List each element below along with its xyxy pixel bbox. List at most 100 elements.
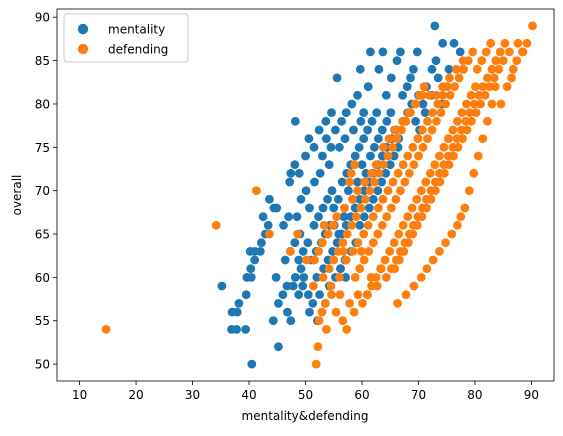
- point-defending-92: [400, 177, 410, 187]
- point-defending-217: [458, 56, 468, 65]
- y-tick-label: 60: [35, 271, 50, 285]
- point-defending-116: [380, 255, 390, 265]
- point-defending-103: [450, 82, 459, 91]
- point-mentality-79: [418, 99, 428, 109]
- point-defending-109: [477, 56, 487, 65]
- point-defending-236: [490, 82, 500, 91]
- point-mentality-167: [309, 142, 319, 152]
- point-mentality-27: [294, 168, 304, 178]
- point-defending-233: [478, 134, 488, 144]
- point-mentality-91: [339, 212, 349, 222]
- point-mentality-56: [318, 151, 327, 161]
- x-tick-label: 80: [467, 388, 482, 402]
- point-mentality-78: [412, 47, 422, 57]
- point-defending-46: [470, 99, 479, 109]
- point-mentality-146: [298, 247, 308, 256]
- point-defending-60: [329, 255, 339, 265]
- point-defending-155: [471, 108, 481, 117]
- point-mentality-189: [303, 290, 313, 300]
- point-defending-121: [403, 212, 413, 222]
- point-defending-120: [398, 220, 408, 230]
- point-mentality-191: [290, 273, 300, 282]
- point-defending-180: [418, 125, 427, 135]
- y-tick-label: 55: [35, 314, 50, 328]
- point-defending-182: [428, 108, 437, 117]
- point-mentality-42: [315, 290, 324, 300]
- point-defending-221: [416, 273, 426, 282]
- point-defending-131: [448, 125, 458, 135]
- point-mentality-168: [314, 125, 324, 135]
- point-defending-231: [469, 168, 479, 178]
- point-defending-170: [368, 212, 378, 222]
- point-defending-179: [413, 134, 423, 144]
- point-mentality-11: [246, 273, 256, 282]
- point-defending-181: [423, 116, 432, 126]
- point-defending-238: [502, 82, 512, 91]
- point-defending-80: [419, 82, 429, 91]
- point-mentality-108: [411, 116, 420, 126]
- point-defending-1: [211, 220, 221, 230]
- point-defending-220: [409, 281, 419, 291]
- point-mentality-185: [336, 264, 345, 274]
- point-defending-67: [361, 194, 370, 204]
- point-defending-172: [378, 194, 388, 204]
- point-defending-101: [441, 99, 450, 109]
- point-defending-63: [342, 229, 352, 239]
- point-defending-104: [454, 73, 464, 83]
- point-defending-88: [382, 212, 392, 222]
- point-defending-108: [472, 64, 482, 74]
- point-mentality-138: [367, 116, 377, 126]
- point-defending-224: [435, 247, 444, 256]
- point-defending-161: [498, 56, 508, 65]
- point-mentality-83: [431, 56, 441, 65]
- point-defending-226: [447, 229, 457, 239]
- point-defending-114: [371, 273, 381, 282]
- point-mentality-72: [381, 90, 391, 100]
- point-mentality-176: [406, 73, 415, 83]
- point-mentality-37: [294, 290, 304, 300]
- point-defending-189: [357, 247, 366, 256]
- point-defending-99: [432, 116, 441, 126]
- point-mentality-172: [340, 134, 350, 144]
- point-defending-135: [466, 90, 476, 100]
- x-axis-label: mentality&defending: [242, 409, 369, 423]
- point-mentality-9: [241, 290, 251, 300]
- point-mentality-64: [347, 99, 357, 109]
- point-defending-62: [338, 238, 348, 248]
- point-defending-96: [418, 142, 428, 152]
- point-defending-176: [398, 160, 408, 170]
- point-mentality-130: [333, 194, 343, 204]
- point-mentality-68: [355, 64, 365, 74]
- point-defending-21: [358, 299, 367, 308]
- point-mentality-144: [327, 186, 337, 196]
- point-mentality-141: [314, 212, 323, 222]
- point-mentality-99: [374, 134, 383, 144]
- point-defending-222: [422, 264, 432, 274]
- point-defending-202: [360, 177, 370, 187]
- point-defending-193: [328, 220, 338, 230]
- point-mentality-54: [310, 177, 319, 187]
- point-mentality-116: [364, 203, 374, 213]
- point-defending-141: [408, 229, 418, 239]
- point-defending-98: [427, 125, 437, 135]
- point-defending-240: [512, 56, 522, 65]
- point-defending-94: [409, 160, 419, 170]
- y-tick-label: 65: [35, 228, 50, 242]
- point-mentality-166: [304, 134, 314, 144]
- point-defending-20: [353, 290, 363, 300]
- point-mentality-22: [272, 203, 282, 213]
- point-mentality-40: [305, 307, 314, 317]
- point-defending-70: [374, 168, 384, 178]
- point-mentality-51: [296, 194, 306, 204]
- point-defending-205: [379, 142, 388, 152]
- point-defending-123: [412, 194, 422, 204]
- point-defending-100: [436, 108, 446, 117]
- point-defending-204: [371, 160, 381, 170]
- point-mentality-60: [331, 125, 340, 135]
- point-defending-208: [398, 116, 407, 126]
- point-mentality-23: [265, 194, 274, 204]
- point-defending-197: [323, 229, 333, 239]
- point-mentality-174: [356, 116, 366, 126]
- point-defending-15: [335, 290, 345, 300]
- legend-box: [63, 13, 189, 63]
